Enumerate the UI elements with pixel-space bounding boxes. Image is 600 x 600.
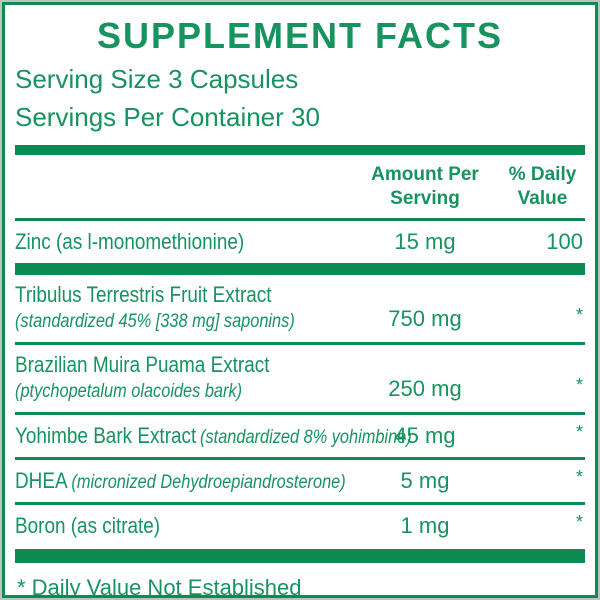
divider-bar-thick: [15, 263, 585, 276]
daily-value: *: [575, 467, 583, 488]
amount-value: 1 mg: [400, 513, 450, 539]
ingredient-name: DHEA: [15, 468, 68, 494]
daily-value: *: [575, 305, 583, 326]
amount-header-line2: Serving: [390, 188, 460, 210]
table-header-row: Amount Per Serving % Daily Value: [15, 155, 585, 218]
ingredient-name: Yohimbe Bark Extract: [15, 423, 197, 449]
ingredient-row-yohimbe: Yohimbe Bark Extract (standardized 8% yo…: [15, 415, 585, 457]
ingredient-name-cell: Brazilian Muira Puama Extract (ptychopet…: [15, 352, 350, 403]
row-separator: [15, 412, 585, 416]
ingredient-name-cell: Zinc (as l-monomethionine): [15, 229, 350, 255]
amount-value: 750 mg: [388, 306, 462, 332]
divider-bar-thick: [15, 144, 585, 155]
ingredient-name: Brazilian Muira Puama Extract: [15, 352, 270, 378]
ingredient-name: Boron (as citrate): [15, 513, 161, 539]
ingredient-row-boron: Boron (as citrate) 1 mg *: [15, 505, 585, 547]
ingredient-name-cell: Boron (as citrate): [15, 513, 350, 539]
amount-value: 45 mg: [394, 423, 456, 449]
ingredient-name-cell: Yohimbe Bark Extract (standardized 8% yo…: [15, 423, 412, 449]
ingredient-name-cell: DHEA (micronized Dehydroepiandrosterone): [15, 468, 350, 494]
ingredient-detail: (ptychopetalum olacoides bark): [15, 381, 243, 403]
amount-per-serving-header: Amount Per Serving: [350, 163, 500, 212]
daily-value: *: [575, 422, 583, 443]
ingredient-detail: (standardized 45% [338 mg] saponins): [15, 311, 295, 333]
daily-value: *: [575, 375, 583, 396]
row-separator: [15, 342, 585, 346]
ingredient-name: Zinc (as l-monomethionine): [15, 229, 245, 255]
dv-header-line1: % Daily: [508, 163, 577, 185]
ingredient-name-cell: Tribulus Terrestris Fruit Extract (stand…: [15, 282, 350, 333]
amount-value: 5 mg: [400, 468, 450, 494]
daily-value: 100: [546, 229, 583, 255]
amount-value: 15 mg: [394, 229, 456, 255]
ingredient-detail: (micronized Dehydroepiandrosterone): [71, 472, 346, 494]
row-separator: [15, 502, 585, 506]
divider-bar-thick: [15, 549, 585, 564]
daily-value-footnote: * Daily Value Not Established: [17, 575, 302, 598]
ingredient-name: Tribulus Terrestris Fruit Extract: [15, 282, 272, 308]
row-separator: [15, 218, 585, 222]
daily-value: *: [575, 512, 583, 533]
label-title: SUPPLEMENT FACTS: [96, 15, 504, 56]
ingredient-detail: (standardized 8% yohimbine): [200, 427, 412, 449]
ingredient-row-tribulus: Tribulus Terrestris Fruit Extract (stand…: [15, 275, 585, 342]
ingredient-row-zinc: Zinc (as l-monomethionine) 15 mg 100: [15, 221, 585, 263]
row-separator: [15, 457, 585, 461]
ingredient-row-dhea: DHEA (micronized Dehydroepiandrosterone)…: [15, 460, 585, 502]
ingredient-row-muira-puama: Brazilian Muira Puama Extract (ptychopet…: [15, 345, 585, 412]
servings-per-container-text: Servings Per Container 30: [15, 101, 320, 132]
amount-value: 250 mg: [388, 376, 462, 402]
amount-header-line1: Amount Per: [371, 163, 479, 185]
daily-value-header: % Daily Value: [500, 163, 585, 212]
dv-header-line2: Value: [517, 188, 568, 210]
serving-size-text: Serving Size 3 Capsules: [15, 64, 299, 94]
